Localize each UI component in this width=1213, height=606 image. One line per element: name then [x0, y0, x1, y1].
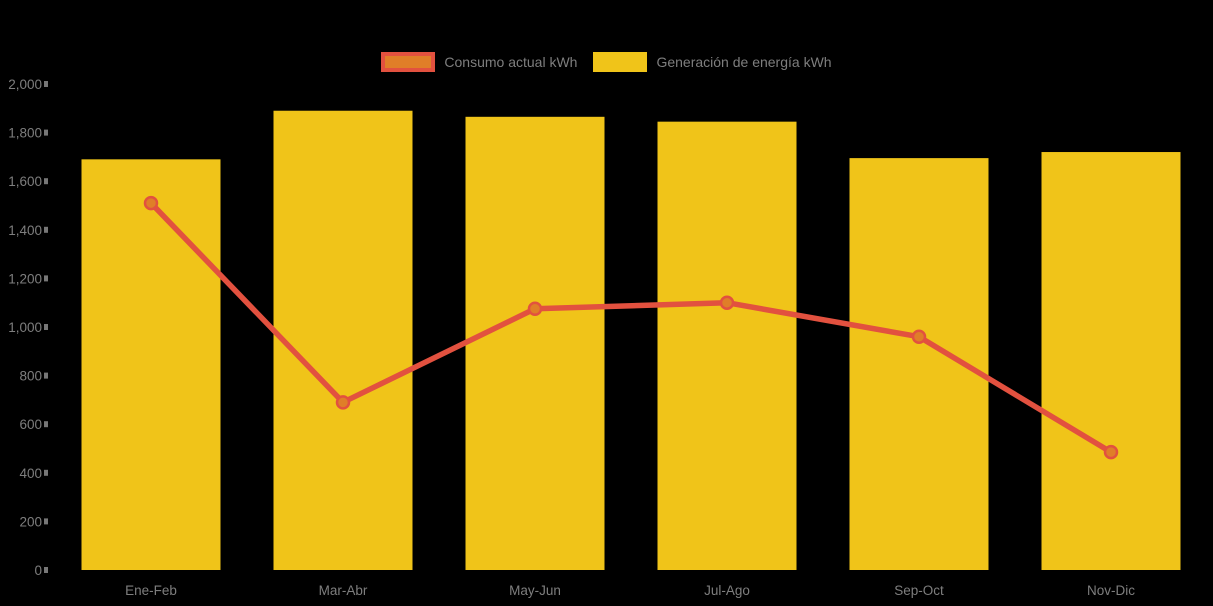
- y-axis-tick-label: 0: [34, 563, 42, 578]
- y-axis-tick-mark: [44, 129, 48, 136]
- y-axis-tick-mark: [44, 226, 48, 233]
- y-axis-tick-label: 1,200: [8, 271, 42, 286]
- consumption-point-marker: [527, 301, 543, 317]
- y-axis-tick-mark: [44, 372, 48, 379]
- y-axis-tick-mark: [44, 567, 48, 573]
- x-axis-tick-label: Ene-Feb: [125, 583, 177, 598]
- generation-bar: [465, 116, 605, 571]
- y-axis-tick-label: 200: [19, 514, 42, 529]
- legend-item-consumo[interactable]: Consumo actual kWh: [381, 52, 577, 72]
- y-axis-tick-label: 2,000: [8, 77, 42, 92]
- y-axis-tick-mark: [44, 469, 48, 476]
- x-axis-tick-label: Sep-Oct: [894, 583, 944, 598]
- generacion-swatch-icon: [593, 52, 648, 72]
- y-axis-tick-mark: [44, 81, 48, 87]
- y-axis-tick-mark: [44, 324, 48, 330]
- consumo-swatch-icon: [381, 52, 436, 72]
- y-axis-tick-label: 800: [19, 369, 42, 384]
- y-axis-tick-label: 1,400: [8, 223, 42, 238]
- x-axis-tick-label: Nov-Dic: [1087, 583, 1135, 598]
- y-axis-tick-mark: [44, 518, 48, 525]
- generation-bar: [273, 110, 413, 570]
- consumption-point-marker: [911, 329, 927, 344]
- generation-bar: [657, 121, 797, 570]
- generation-bar: [81, 159, 221, 570]
- consumption-line: [148, 200, 1114, 455]
- legend-label-consumo: Consumo actual kWh: [444, 54, 578, 70]
- consumption-point-marker: [143, 195, 159, 211]
- legend-label-generacion: Generación de energía kWh: [656, 54, 832, 70]
- x-axis-tick-label: Mar-Abr: [319, 583, 368, 598]
- y-axis-tick-mark: [44, 275, 48, 282]
- consumption-point-marker: [719, 295, 735, 310]
- y-axis-tick-label: 1,000: [8, 320, 42, 335]
- y-axis-tick-mark: [44, 421, 48, 428]
- y-axis-tick-label: 1,800: [8, 126, 42, 141]
- y-axis-tick-label: 600: [19, 417, 42, 432]
- y-axis-tick-label: 1,600: [8, 174, 42, 189]
- consumption-point-marker: [1103, 444, 1119, 460]
- generation-bar: [1041, 152, 1181, 571]
- y-axis-tick-label: 400: [19, 466, 42, 481]
- x-axis-tick-label: May-Jun: [509, 583, 561, 598]
- consumption-point-marker: [335, 395, 351, 410]
- x-axis-tick-label: Jul-Ago: [704, 583, 750, 598]
- legend-item-generacion[interactable]: Generación de energía kWh: [593, 52, 832, 72]
- y-axis-tick-mark: [44, 178, 48, 185]
- chart-legend: Consumo actual kWh Generación de energía…: [0, 52, 1213, 72]
